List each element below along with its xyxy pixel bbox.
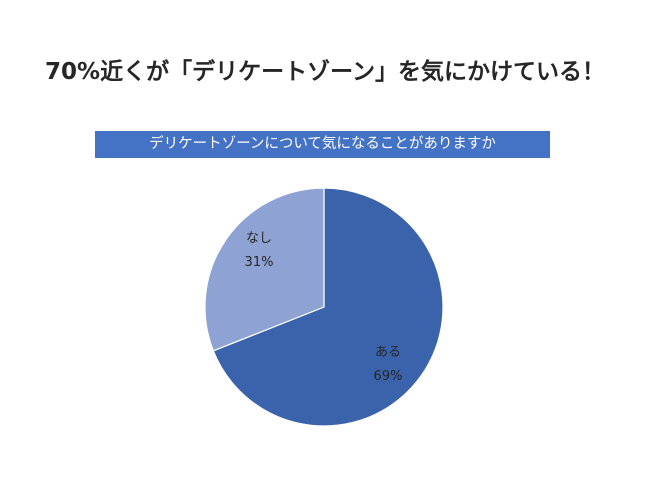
pie-slice-nashi [204, 187, 325, 352]
slice-category-label: ある [375, 345, 401, 360]
pie-slice-aru [212, 187, 444, 427]
chart-title: デリケートゾーンについて気になることがありますか [95, 131, 550, 158]
headline: 70%近くが「デリケートゾーン」を気にかけている！ [45, 59, 605, 85]
slice-value-label: 31% [245, 255, 274, 270]
slice-category-label: なし [246, 231, 272, 246]
slice-value-label: 69% [374, 369, 403, 384]
